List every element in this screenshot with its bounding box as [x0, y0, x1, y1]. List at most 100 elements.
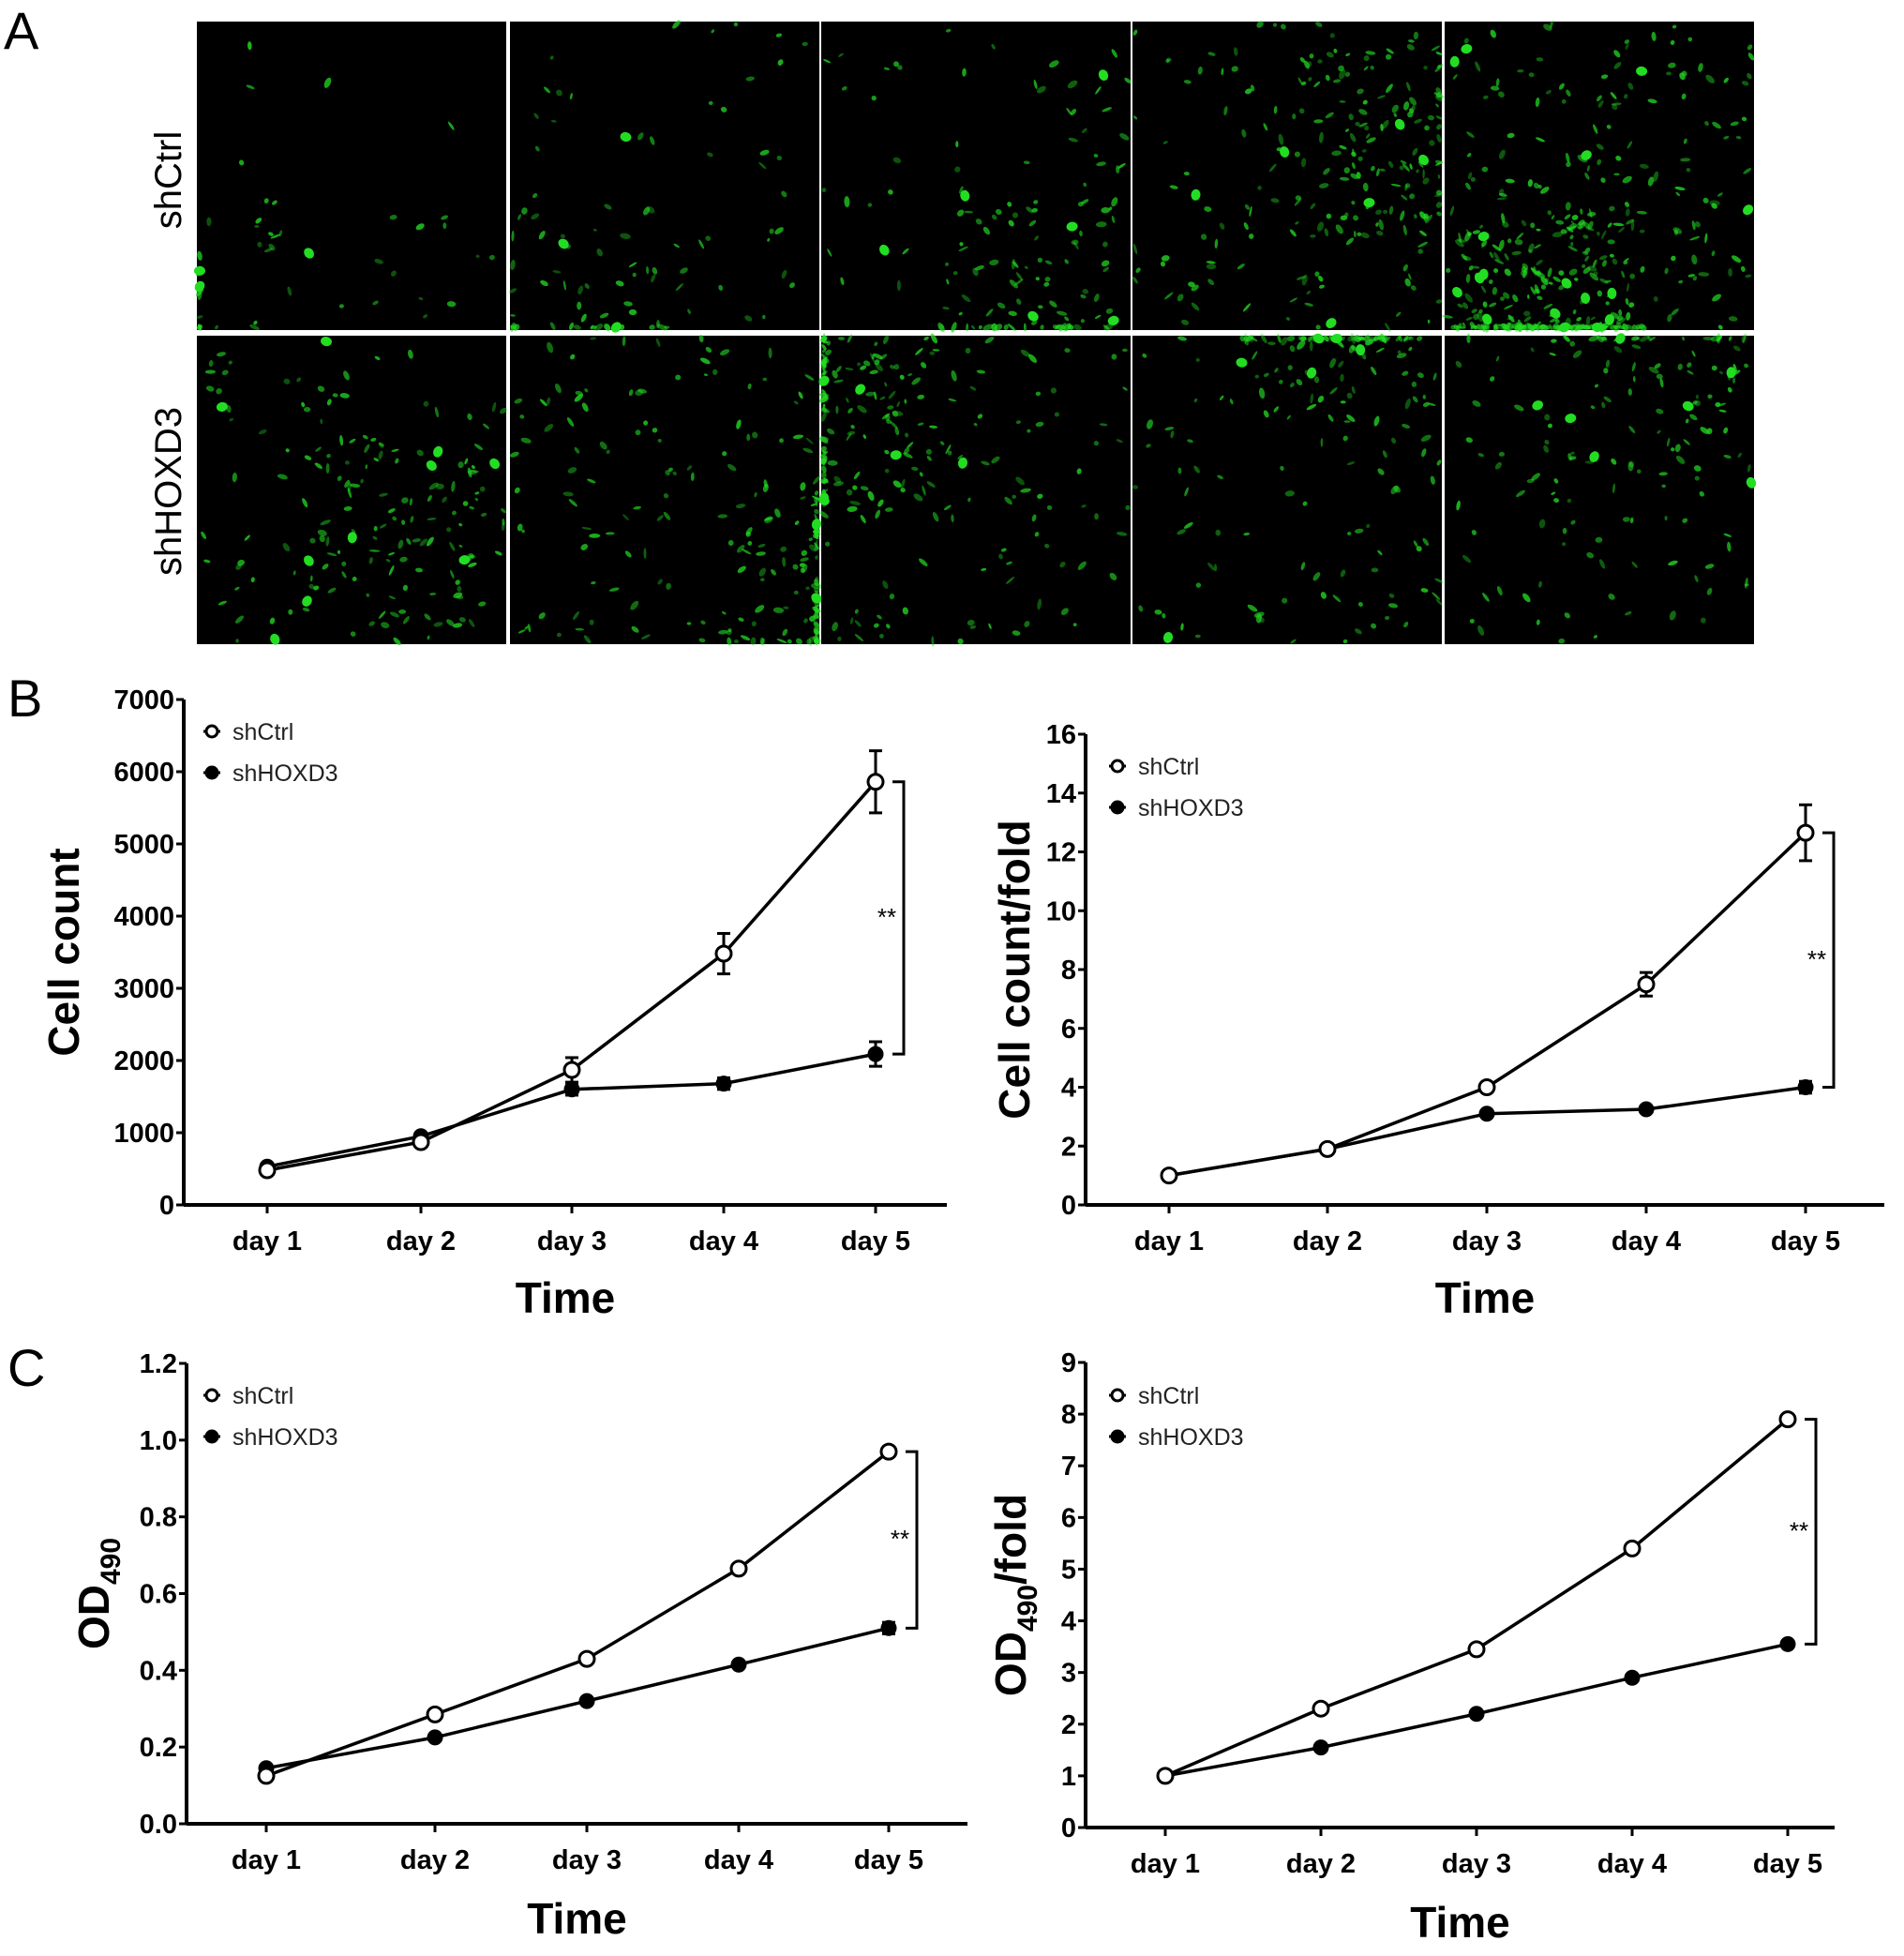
- fluorescent-cell: [815, 630, 818, 640]
- fluorescent-cell: [821, 407, 827, 414]
- fluorescent-cell: [1693, 465, 1702, 472]
- fluorescent-cell: [1432, 372, 1437, 381]
- fluorescent-cell: [1430, 475, 1435, 485]
- legend-label: shHOXD3: [232, 1424, 338, 1451]
- fluorescent-cell: [821, 465, 827, 474]
- fluorescent-cell: [1478, 308, 1483, 314]
- fluorescent-cell: [1495, 78, 1500, 87]
- fluorescent-cell: [1442, 314, 1453, 319]
- fluorescent-cell: [1015, 272, 1023, 281]
- y-tick-label: 1000: [113, 1119, 174, 1149]
- fluorescent-cell: [1064, 348, 1071, 354]
- fluorescent-cell: [1382, 119, 1389, 129]
- fluorescent-cell: [1628, 426, 1636, 434]
- fluorescent-cell: [1313, 119, 1324, 124]
- fluorescent-cell: [1567, 246, 1578, 252]
- fluorescent-cell: [203, 559, 211, 564]
- fluorescent-cell: [1698, 272, 1710, 277]
- fluorescent-cell: [1452, 286, 1462, 298]
- fluorescent-cell: [946, 278, 950, 285]
- fluorescent-cell: [1177, 529, 1186, 535]
- fluorescent-cell: [349, 483, 361, 488]
- fluorescent-cell: [1505, 178, 1515, 184]
- fluorescent-cell: [1606, 293, 1616, 297]
- fluorescent-cell: [1406, 82, 1411, 92]
- data-point: [880, 1619, 897, 1636]
- fluorescent-cell: [1500, 296, 1505, 301]
- fluorescent-cell: [511, 230, 515, 242]
- fluorescent-cell: [745, 527, 753, 535]
- fluorescent-cell: [1067, 324, 1072, 330]
- fluorescent-cell: [1330, 333, 1342, 344]
- fluorescent-cell: [726, 629, 732, 636]
- fluorescent-cell: [1656, 408, 1664, 414]
- fluorescent-cell: [1514, 404, 1524, 412]
- fluorescent-cell: [590, 337, 596, 340]
- series-shHOXD3: [258, 1619, 897, 1777]
- fluorescent-cell: [756, 551, 766, 556]
- fluorescent-cell: [1494, 461, 1502, 470]
- fluorescent-cell: [480, 512, 487, 517]
- fluorescent-cell: [1132, 243, 1138, 255]
- y-tick-label: 4: [1061, 1074, 1076, 1104]
- data-point: [1156, 1767, 1175, 1785]
- fluorescent-cell: [1422, 177, 1430, 185]
- fluorescent-cell: [978, 324, 982, 330]
- fluorescent-cell: [319, 534, 325, 543]
- y-axis-label: OD490: [69, 1538, 127, 1649]
- fluorescent-cell: [1692, 400, 1699, 405]
- x-tick-label: day 1: [1134, 1226, 1204, 1256]
- fluorescent-cell: [1691, 350, 1696, 357]
- fluorescent-cell: [1612, 258, 1618, 265]
- fluorescent-cell: [1671, 308, 1679, 316]
- fluorescent-cell: [1313, 376, 1320, 384]
- data-point: [1160, 1166, 1178, 1185]
- fluorescent-cell: [599, 441, 607, 450]
- fluorescent-cell: [474, 491, 480, 495]
- fluorescent-cell: [292, 570, 296, 576]
- fluorescent-cell: [325, 462, 330, 474]
- data-point: [1477, 1078, 1496, 1096]
- fluorescent-cell: [812, 614, 821, 619]
- fluorescent-cell: [1549, 353, 1556, 356]
- fluorescent-cell: [620, 131, 632, 143]
- fluorescent-cell: [1197, 66, 1203, 75]
- fluorescent-cell: [1200, 233, 1207, 240]
- fluorescent-cell: [631, 625, 639, 633]
- fluorescent-cell: [1436, 459, 1442, 466]
- fluorescent-cell: [502, 518, 505, 526]
- fluorescent-cell: [1595, 384, 1598, 388]
- fluorescent-cell: [896, 279, 901, 292]
- fluorescent-cell: [889, 594, 895, 600]
- fluorescent-cell: [517, 629, 526, 634]
- fluorescent-cell: [1462, 255, 1472, 261]
- fluorescent-cell: [1516, 233, 1524, 240]
- fluorescent-cell: [945, 28, 952, 33]
- fluorescent-cell: [1310, 393, 1314, 404]
- y-axis-label-subscript: 490: [1012, 1585, 1043, 1632]
- fluorescent-cell: [524, 625, 529, 630]
- fluorescent-cell: [1246, 335, 1253, 342]
- fluorescent-cell: [575, 390, 583, 396]
- fluorescent-cell: [608, 587, 620, 592]
- fluorescent-cell: [302, 595, 312, 607]
- fluorescent-cell: [733, 639, 740, 644]
- fluorescent-cell: [835, 366, 842, 373]
- fluorescent-cell: [1003, 323, 1009, 331]
- fluorescent-cell: [707, 152, 713, 158]
- fluorescent-cell: [217, 600, 227, 606]
- fluorescent-cell: [1390, 485, 1399, 494]
- fluorescent-cell: [1555, 219, 1565, 225]
- fluorescent-cell: [1723, 533, 1732, 537]
- fluorescent-cell: [1600, 74, 1609, 80]
- fluorescent-cell: [1004, 496, 1012, 505]
- fluorescent-cell: [370, 437, 377, 442]
- fluorescent-cell: [1214, 238, 1219, 249]
- fluorescent-cell: [1607, 287, 1617, 299]
- fluorescent-cell: [815, 555, 818, 560]
- fluorescent-cell: [304, 248, 314, 259]
- fluorescent-cell: [1685, 418, 1689, 424]
- micrograph-grid: [194, 20, 1757, 647]
- fluorescent-cell: [1712, 121, 1721, 129]
- fluorescent-cell: [1401, 194, 1408, 201]
